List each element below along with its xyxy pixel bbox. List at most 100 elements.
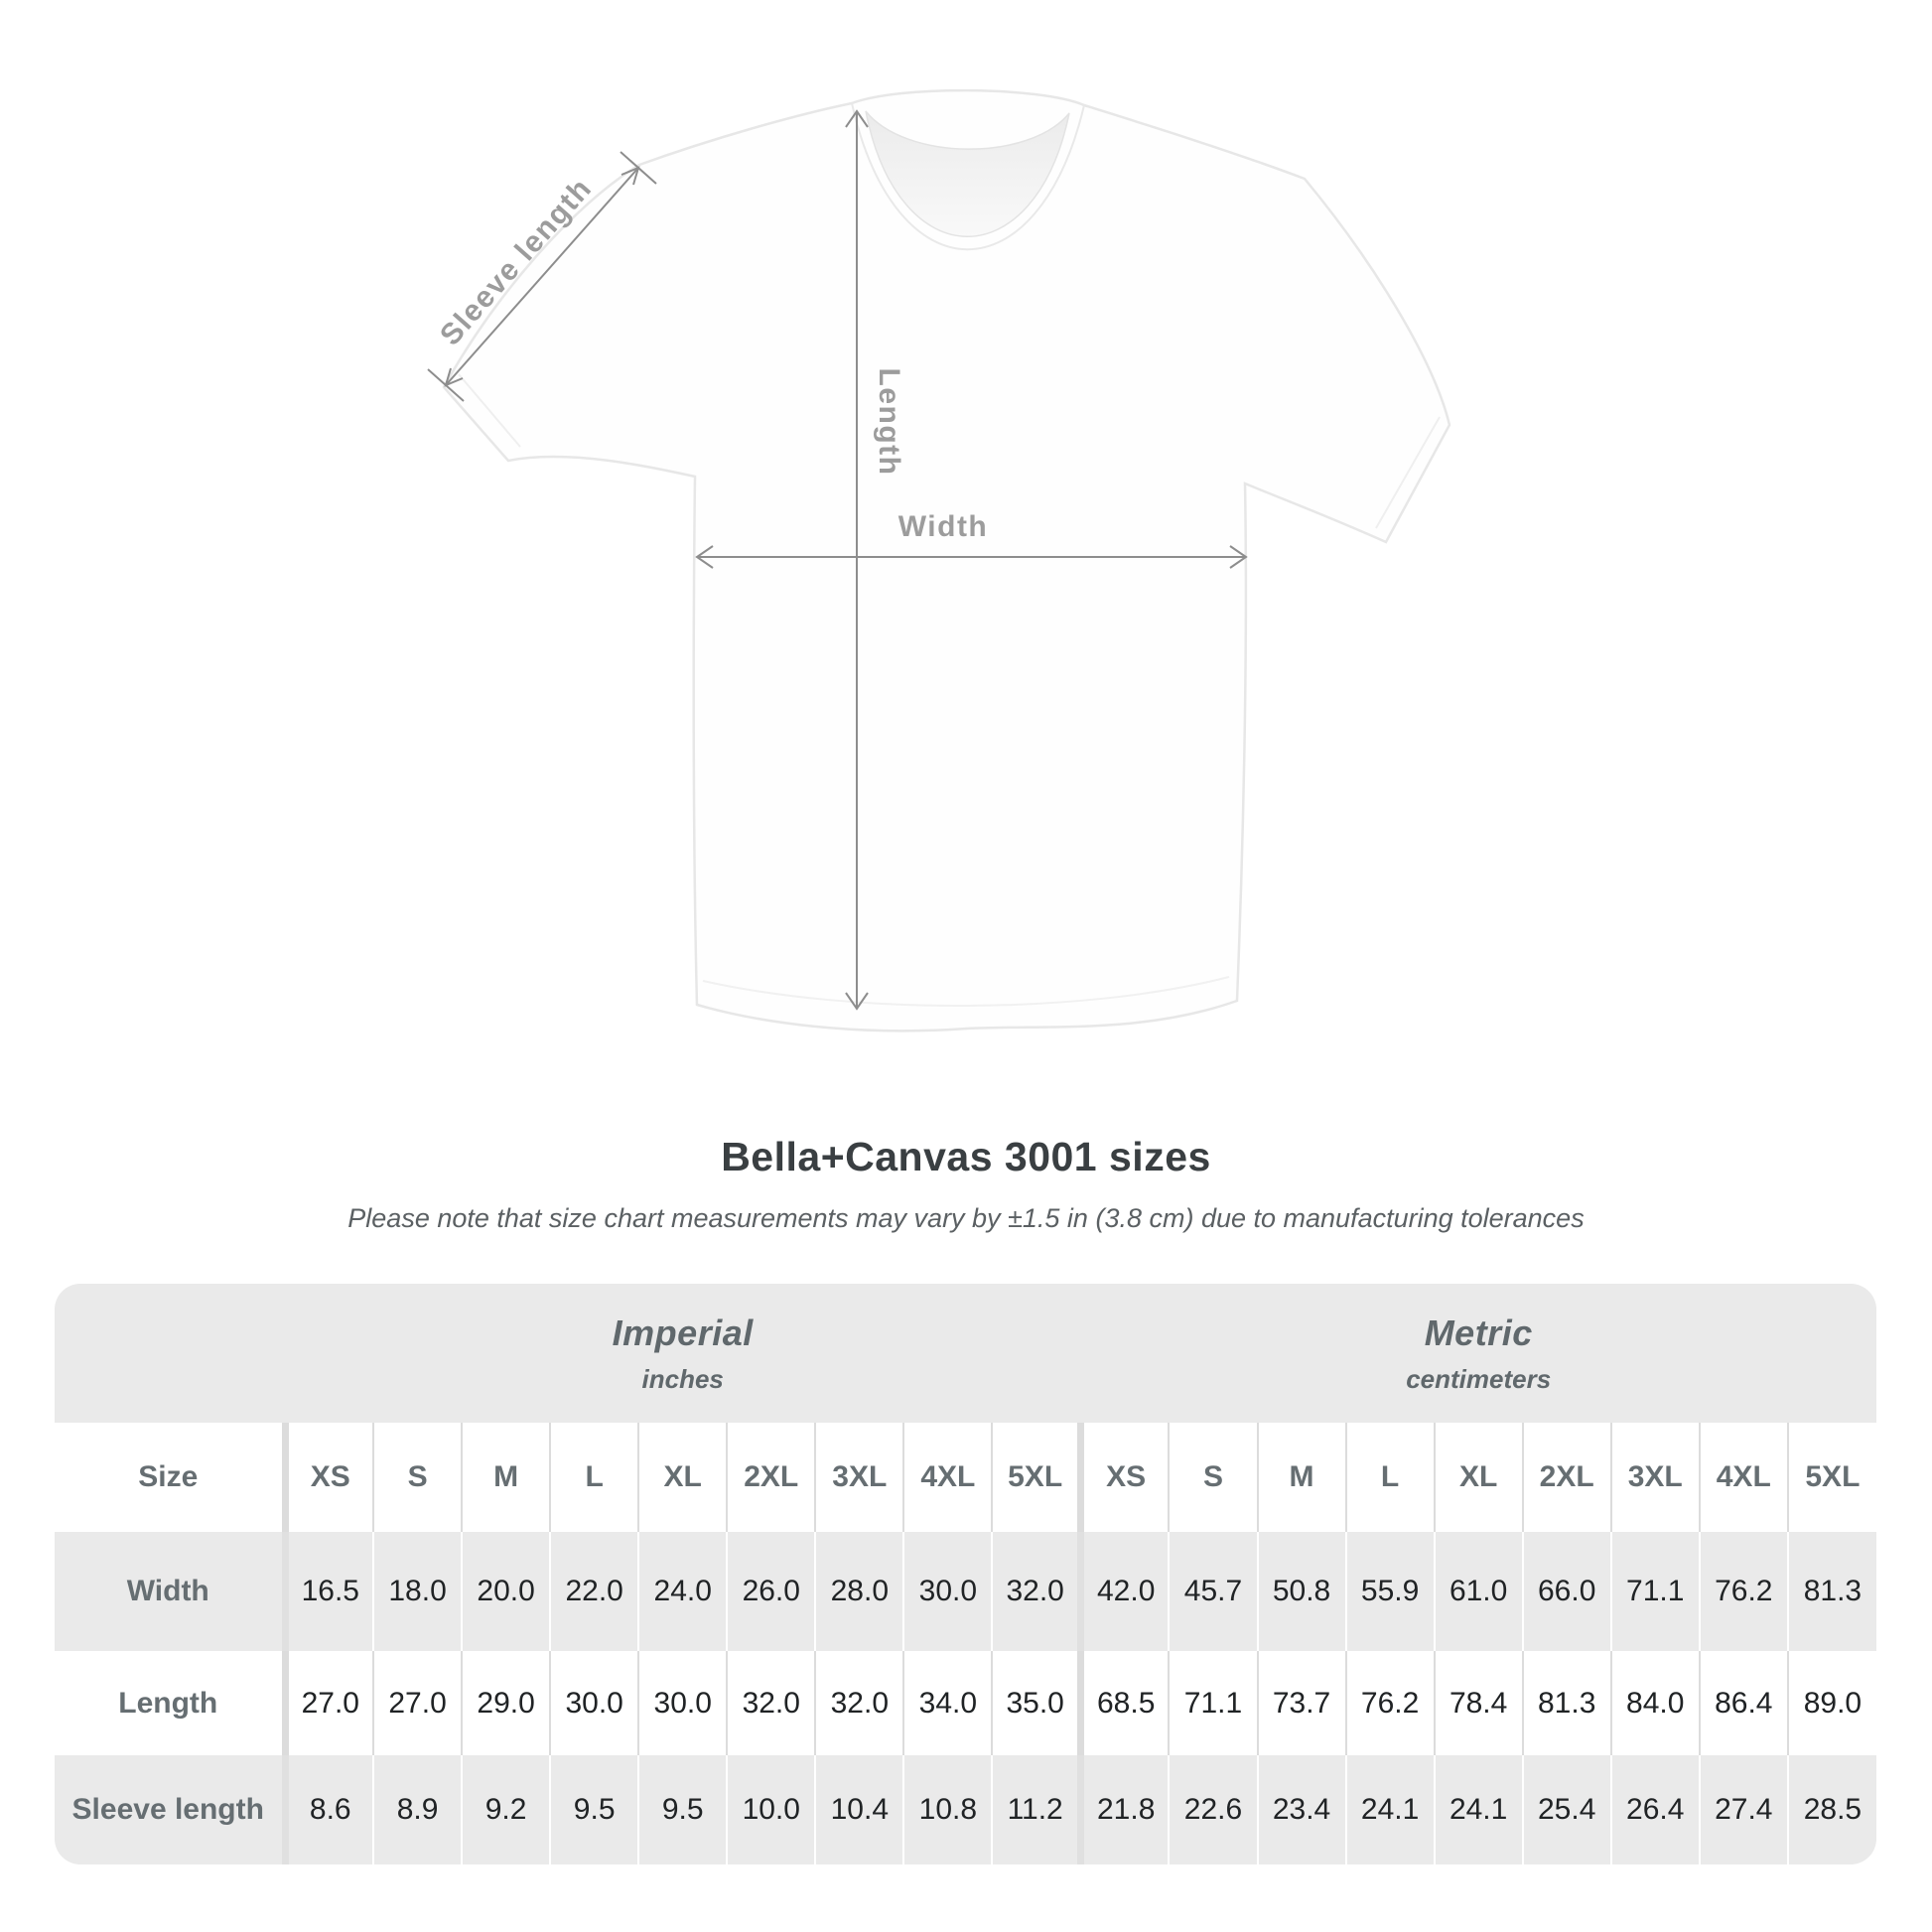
size-col-header: XS: [1076, 1423, 1170, 1532]
measurement-cell: 9.5: [637, 1755, 728, 1864]
size-col-header: 2XL: [726, 1423, 816, 1532]
size-col-header: XL: [1433, 1423, 1523, 1532]
measurement-row: Width 16.5 18.0 20.0 22.0 24.0 26.0 28.0 30.0 32.…: [55, 1532, 1876, 1651]
measurement-cell: 26.0: [726, 1532, 816, 1651]
measurement-cell: 18.0: [372, 1532, 463, 1651]
measurement-cell: 30.0: [637, 1651, 728, 1755]
page-title: Bella+Canvas 3001 sizes: [721, 1134, 1211, 1179]
tolerance-note: Please note that size chart measurements…: [347, 1203, 1585, 1233]
measurement-cell: 50.8: [1256, 1532, 1346, 1651]
measurement-cell: 24.0: [637, 1532, 728, 1651]
measurement-cell: 68.5: [1076, 1651, 1170, 1755]
measurement-row-label: Width: [55, 1532, 285, 1651]
measurement-cell: 26.4: [1609, 1755, 1700, 1864]
measurement-cell: 28.0: [814, 1532, 904, 1651]
measurement-cell: 78.4: [1433, 1651, 1523, 1755]
unit-header-spacer: [55, 1284, 285, 1423]
size-column-label: Size: [55, 1423, 285, 1532]
size-col-header: L: [1344, 1423, 1435, 1532]
measurement-cell: 27.0: [372, 1651, 463, 1755]
measurement-row-label: Length: [55, 1651, 285, 1755]
measurement-cell: 16.5: [281, 1532, 374, 1651]
measurement-cell: 8.9: [372, 1755, 463, 1864]
measurement-cell: 24.1: [1433, 1755, 1523, 1864]
size-table: Imperial inches Metric centimeters Size XS S M L…: [55, 1284, 1876, 1864]
size-table-container: Imperial inches Metric centimeters Size XS S M L…: [55, 1284, 1876, 1864]
measurement-cell: 10.8: [902, 1755, 993, 1864]
tshirt-measurement-diagram: Length Width Sleeve length: [427, 88, 1451, 1033]
measurement-cell: 30.0: [902, 1532, 993, 1651]
unit-group-name: Imperial: [612, 1311, 754, 1353]
neck-opening: [865, 110, 1070, 237]
measurement-cell: 61.0: [1433, 1532, 1523, 1651]
width-arrow: [695, 545, 1248, 569]
unit-group-name: Metric: [1424, 1311, 1533, 1353]
measurement-cell: 28.5: [1786, 1755, 1876, 1864]
unit-header-row: Imperial inches Metric centimeters: [55, 1284, 1876, 1423]
measurement-cell: 71.1: [1609, 1532, 1700, 1651]
size-col-header: XS: [281, 1423, 374, 1532]
measurement-cell: 29.0: [461, 1651, 551, 1755]
measurement-cell: 30.0: [549, 1651, 639, 1755]
width-arrow-label: Width: [898, 510, 989, 543]
unit-group-unit: inches: [641, 1363, 724, 1394]
measurement-cell: 32.0: [991, 1532, 1081, 1651]
measurement-cell: 84.0: [1609, 1651, 1700, 1755]
size-col-header: 5XL: [991, 1423, 1081, 1532]
tshirt-outline: [442, 88, 1451, 1033]
measurement-cell: 24.1: [1344, 1755, 1435, 1864]
sleeve-length-arrow: [427, 151, 657, 402]
length-arrow-label: Length: [873, 368, 905, 477]
length-arrow: [845, 109, 869, 1011]
measurement-cell: 42.0: [1076, 1532, 1170, 1651]
size-col-header: 5XL: [1786, 1423, 1876, 1532]
measurement-cell: 9.5: [549, 1755, 639, 1864]
measurement-cell: 81.3: [1521, 1651, 1611, 1755]
size-header-row: Size XS S M L XL 2XL 3XL 4XL 5XL XS S M L XL 2XL 3XL 4XL 5…: [55, 1423, 1876, 1532]
measurement-cell: 10.0: [726, 1755, 816, 1864]
measurement-cell: 35.0: [991, 1651, 1081, 1755]
measurement-cell: 76.2: [1698, 1532, 1788, 1651]
measurement-cell: 76.2: [1344, 1651, 1435, 1755]
measurement-cell: 11.2: [991, 1755, 1081, 1864]
measurement-cell: 23.4: [1256, 1755, 1346, 1864]
measurement-cell: 25.4: [1521, 1755, 1611, 1864]
measurement-cell: 9.2: [461, 1755, 551, 1864]
measurement-row: Sleeve length 8.6 8.9 9.2 9.5 9.5 10.0 10.4 10.8…: [55, 1755, 1876, 1864]
size-col-header: 3XL: [814, 1423, 904, 1532]
unit-group-header: Metric centimeters: [1080, 1284, 1876, 1423]
measurement-cell: 32.0: [726, 1651, 816, 1755]
unit-group-header: Imperial inches: [285, 1284, 1081, 1423]
size-col-header: S: [372, 1423, 463, 1532]
size-col-header: 4XL: [1698, 1423, 1788, 1532]
measurement-cell: 22.6: [1168, 1755, 1258, 1864]
measurement-cell: 71.1: [1168, 1651, 1258, 1755]
size-col-header: S: [1168, 1423, 1258, 1532]
size-col-header: 4XL: [902, 1423, 993, 1532]
measurement-cell: 21.8: [1076, 1755, 1170, 1864]
size-col-header: M: [1256, 1423, 1346, 1532]
measurement-cell: 34.0: [902, 1651, 993, 1755]
measurement-cell: 45.7: [1168, 1532, 1258, 1651]
measurement-cell: 27.4: [1698, 1755, 1788, 1864]
measurement-cell: 8.6: [281, 1755, 374, 1864]
measurement-cell: 81.3: [1786, 1532, 1876, 1651]
size-col-header: 3XL: [1609, 1423, 1700, 1532]
measurement-row: Length 27.0 27.0 29.0 30.0 30.0 32.0 32.0 34.0 35…: [55, 1651, 1876, 1755]
size-col-header: XL: [637, 1423, 728, 1532]
unit-group-unit: centimeters: [1406, 1363, 1552, 1394]
size-col-header: L: [549, 1423, 639, 1532]
measurement-cell: 10.4: [814, 1755, 904, 1864]
measurement-cell: 89.0: [1786, 1651, 1876, 1755]
measurement-cell: 32.0: [814, 1651, 904, 1755]
measurement-cell: 66.0: [1521, 1532, 1611, 1651]
measurement-cell: 22.0: [549, 1532, 639, 1651]
size-col-header: M: [461, 1423, 551, 1532]
measurement-cell: 20.0: [461, 1532, 551, 1651]
size-col-header: 2XL: [1521, 1423, 1611, 1532]
measurement-row-label: Sleeve length: [55, 1755, 285, 1864]
measurement-cell: 55.9: [1344, 1532, 1435, 1651]
measurement-cell: 73.7: [1256, 1651, 1346, 1755]
measurement-cell: 27.0: [281, 1651, 374, 1755]
